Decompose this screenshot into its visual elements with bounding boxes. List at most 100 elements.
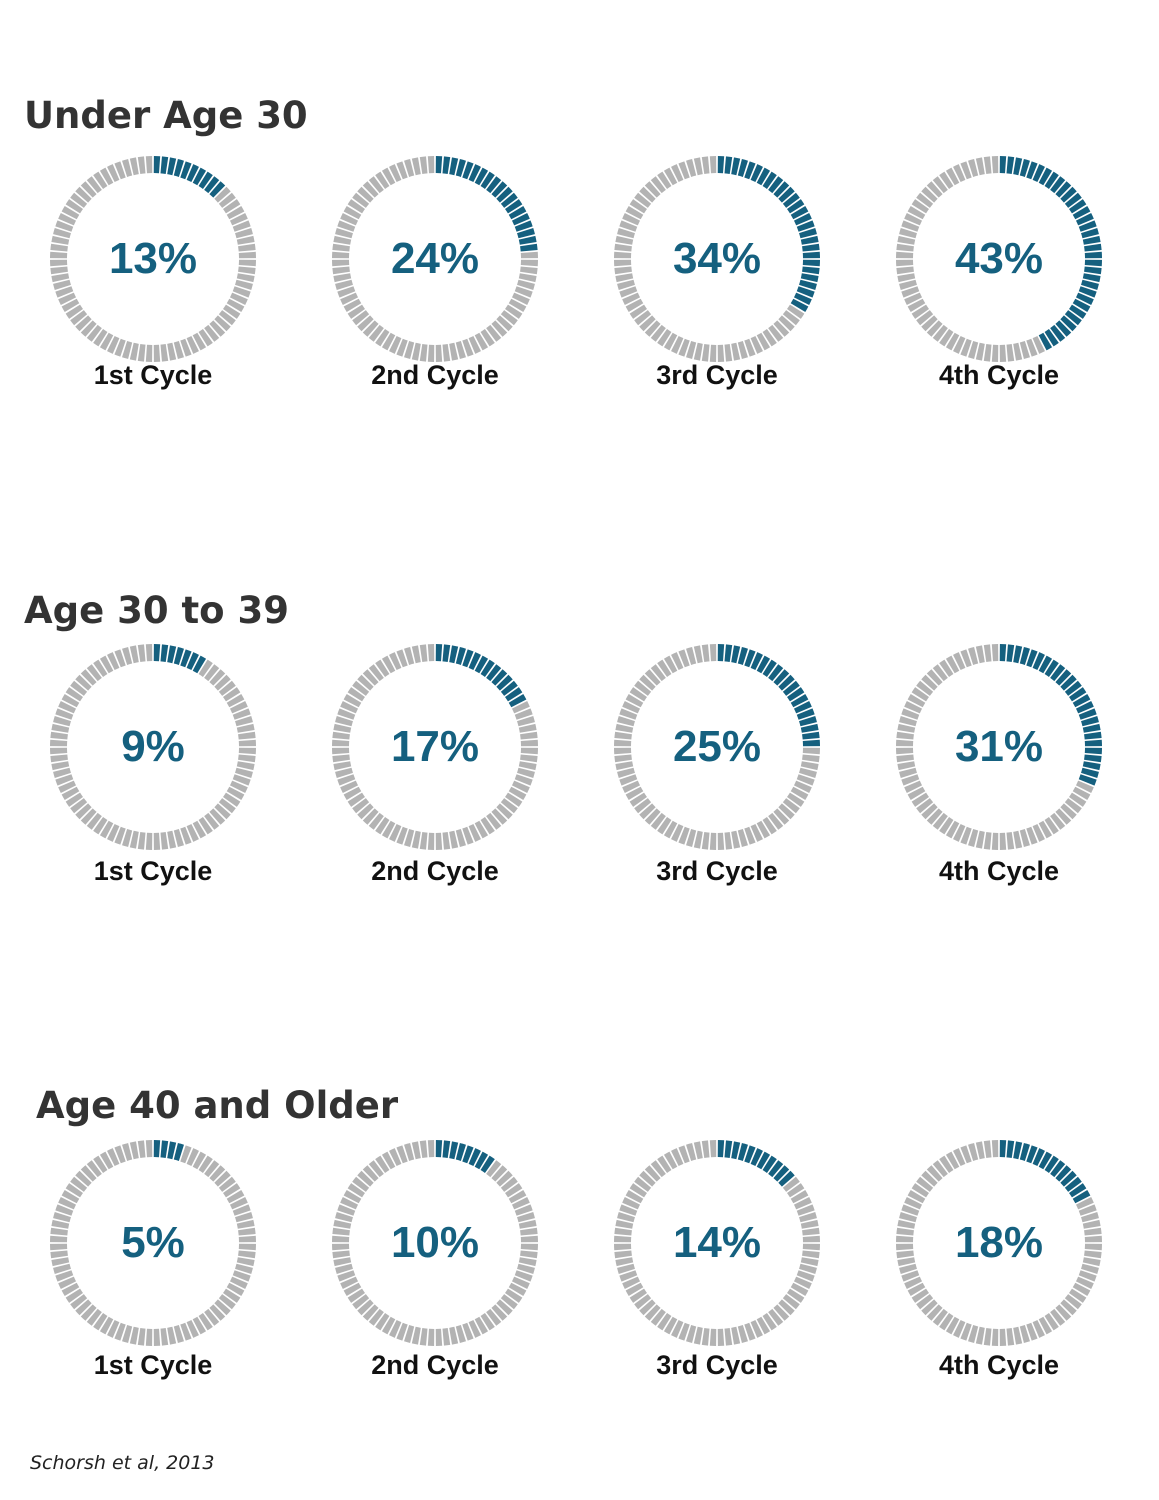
donut-segment-empty [333, 1219, 352, 1229]
donut-segment-empty [80, 320, 97, 337]
donut-segment-empty [235, 716, 253, 727]
donut-segment-empty [93, 329, 108, 347]
donut-segment-empty [622, 780, 641, 793]
donut-segment-empty [462, 826, 474, 845]
donut-segment-empty [333, 723, 352, 733]
donut-segment-filled [1038, 167, 1053, 186]
donut-segment-empty [1084, 1227, 1102, 1236]
donut-segment-empty [724, 832, 733, 850]
donut-segment-empty [70, 798, 88, 814]
cycle-label: 1st Cycle [93, 1350, 213, 1380]
percent-label: 9% [121, 722, 185, 771]
donut-segment-empty [782, 1176, 800, 1192]
donut-chart: 5% [48, 1138, 258, 1348]
donut-segment-filled [800, 723, 819, 733]
donut-segment-empty [332, 739, 350, 747]
donut-segment-empty [435, 344, 443, 362]
donut-segment-empty [904, 213, 923, 226]
donut-segment-empty [686, 1325, 697, 1343]
donut-segment-empty [968, 1143, 979, 1161]
donut-segment-empty [238, 1243, 256, 1251]
donut-segment-filled [435, 156, 443, 174]
donut-segment-empty [945, 1316, 960, 1335]
donut-segment-empty [218, 1176, 236, 1192]
donut-segment-filled [744, 649, 756, 668]
donut-segment-empty [975, 342, 985, 361]
donut-segment-filled [192, 655, 207, 674]
donut-segment-filled [514, 220, 533, 232]
donut-segment-empty [357, 186, 374, 203]
donut-segment-filled [1006, 1140, 1015, 1158]
donut-segment-empty [167, 342, 177, 361]
donut-chart: 31% [894, 642, 1104, 852]
donut-segment-empty [335, 279, 353, 290]
donut-segment-filled [802, 251, 820, 259]
donut-segment-filled [724, 1140, 733, 1158]
donut-segment-empty [129, 157, 139, 176]
donut-segment-empty [204, 1160, 220, 1178]
donut-segment-empty [236, 273, 255, 283]
donut-segment-empty [768, 1308, 784, 1326]
donut-segment-empty [368, 1160, 384, 1178]
donut-segment-empty [462, 338, 474, 357]
donut-segment-filled [1064, 310, 1082, 326]
donut-segment-empty [129, 1326, 139, 1345]
donut-segment-empty [65, 1288, 83, 1303]
donut-segment-empty [238, 754, 256, 763]
donut-segment-filled [180, 161, 192, 180]
donut-segment-empty [1078, 1204, 1097, 1216]
donut-segment-empty [737, 341, 748, 359]
donut-ring [50, 156, 256, 362]
donut-segment-empty [337, 220, 356, 232]
donut-segment-empty [218, 192, 236, 208]
donut-segment-empty [500, 1294, 518, 1310]
donut-segment-filled [1019, 647, 1030, 665]
donut-segment-empty [99, 1151, 114, 1170]
donut-segment-empty [639, 315, 656, 332]
donut-segment-empty [198, 817, 213, 835]
donut-segment-empty [186, 1319, 199, 1338]
donut-segment-filled [737, 1143, 748, 1161]
donut-segment-empty [368, 324, 384, 342]
donut-segment-empty [897, 273, 916, 283]
donut-segment-filled [1072, 298, 1091, 313]
donut-segment-empty [1075, 780, 1094, 793]
donut-segment-filled [802, 731, 820, 740]
donut-segment-empty [70, 1176, 88, 1192]
group-title-30-to-39: Age 30 to 39 [24, 589, 289, 632]
donut-segment-empty [614, 1250, 632, 1259]
donut-ring [50, 644, 256, 850]
donut-segment-empty [960, 338, 972, 357]
donut-segment-empty [235, 1212, 253, 1223]
donut-segment-empty [671, 164, 684, 183]
donut-segment-empty [375, 1155, 390, 1173]
donut-segment-empty [332, 251, 350, 259]
donut-segment-empty [238, 1250, 256, 1259]
donut-segment-empty [999, 832, 1007, 850]
donut-segment-empty [953, 335, 966, 354]
donut-segment-empty [375, 1313, 390, 1331]
donut-segment-empty [926, 669, 943, 686]
donut-segment-empty [1026, 338, 1038, 357]
donut-segment-empty [480, 329, 495, 347]
donut-segment-empty [381, 332, 396, 351]
donut-segment-filled [1060, 1170, 1077, 1187]
donut-segment-empty [787, 1183, 805, 1198]
donut-segment-empty [693, 1141, 703, 1160]
donut-segment-empty [198, 329, 213, 347]
donut-segment-filled [793, 701, 812, 714]
donut-segment-empty [709, 1140, 717, 1158]
donut-segment-empty [701, 1328, 710, 1346]
percent-label: 5% [121, 1218, 185, 1267]
donut-segment-filled [1069, 687, 1087, 702]
donut-segment-empty [93, 1313, 108, 1331]
donut-segment-filled [449, 157, 459, 176]
donut-segment-empty [186, 1148, 199, 1167]
donut-segment-empty [180, 338, 192, 357]
donut-segment-empty [932, 1308, 948, 1326]
donut-segment-empty [238, 1227, 256, 1236]
donut-segment-empty [782, 798, 800, 814]
donut-segment-empty [1032, 823, 1045, 842]
donut-segment-empty [58, 292, 77, 305]
donut-segment-empty [238, 739, 256, 747]
